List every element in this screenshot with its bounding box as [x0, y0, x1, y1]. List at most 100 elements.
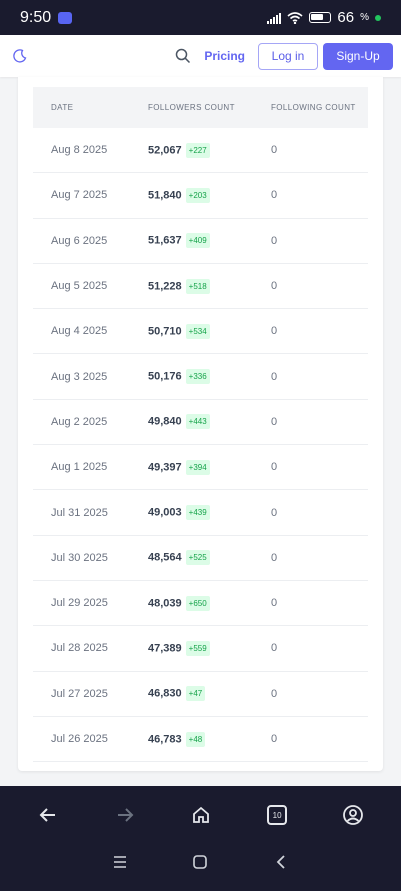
search-icon[interactable] [174, 47, 192, 65]
row-following: 0 [271, 506, 278, 519]
row-date: Jul 27 2025 [51, 687, 108, 700]
table-row: Jul 31 2025 49,003 +439 0 [33, 490, 368, 536]
pricing-link[interactable]: Pricing [204, 49, 245, 63]
row-following: 0 [271, 370, 278, 383]
row-followers: 49,840 +443 [148, 414, 271, 430]
followers-delta-badge: +409 [185, 233, 210, 249]
row-date: Aug 4 2025 [51, 325, 108, 338]
row-date: Aug 5 2025 [51, 280, 108, 293]
login-button[interactable]: Log in [258, 42, 318, 70]
table-row: Jul 29 2025 48,039 +650 0 [33, 581, 368, 627]
row-date: Jul 30 2025 [51, 551, 108, 564]
row-following: 0 [271, 687, 278, 700]
followers-delta-badge: +48 [185, 731, 206, 747]
followers-delta-badge: +518 [185, 278, 210, 294]
wifi-icon [287, 11, 303, 24]
row-following: 0 [271, 415, 278, 428]
table-row: Aug 5 2025 51,228 +518 0 [33, 264, 368, 310]
followers-count: 48,039 [148, 597, 182, 610]
back-nav-icon[interactable] [273, 854, 289, 875]
row-followers: 51,840 +203 [148, 187, 271, 203]
followers-count: 51,840 [148, 189, 182, 202]
row-following: 0 [271, 189, 278, 202]
followers-delta-badge: +203 [185, 187, 210, 203]
table-row: Aug 3 2025 50,176 +336 0 [33, 354, 368, 400]
followers-delta-badge: +336 [185, 369, 210, 385]
row-following: 0 [271, 325, 278, 338]
account-icon[interactable] [342, 804, 364, 826]
tabs-icon[interactable]: 10 [267, 805, 288, 825]
row-date: Aug 2 2025 [51, 415, 108, 428]
table-row: Aug 1 2025 49,397 +394 0 [33, 445, 368, 491]
table-row: Jul 27 2025 46,830 +47 0 [33, 672, 368, 717]
row-followers: 51,228 +518 [148, 278, 271, 294]
moon-icon[interactable] [12, 48, 28, 64]
followers-delta-badge: +443 [185, 414, 210, 430]
charging-dot [375, 14, 381, 21]
followers-delta-badge: +650 [185, 595, 210, 611]
battery-level: 66 [337, 9, 355, 26]
followers-count: 49,397 [148, 461, 182, 474]
row-followers: 48,039 +650 [148, 595, 271, 611]
nav-actions: Pricing Log in Sign-Up [174, 42, 393, 70]
row-following: 0 [271, 280, 278, 293]
recents-icon[interactable] [112, 854, 128, 875]
home-nav-icon[interactable] [192, 854, 208, 875]
table-row: Aug 2 2025 49,840 +443 0 [33, 400, 368, 446]
followers-count: 48,564 [148, 551, 182, 564]
followers-count: 46,830 [148, 687, 182, 700]
row-date: Jul 26 2025 [51, 733, 108, 745]
followers-count: 52,067 [148, 144, 182, 157]
discord-icon [58, 11, 73, 24]
followers-table: DATE FOLLOWERS COUNT FOLLOWING COUNT Aug… [33, 87, 368, 763]
followers-delta-badge: +227 [185, 142, 210, 158]
row-following: 0 [271, 234, 278, 247]
table-row: Aug 7 2025 51,840 +203 0 [33, 173, 368, 219]
followers-delta-badge: +47 [185, 686, 206, 702]
followers-count: 50,710 [148, 325, 182, 338]
followers-count: 51,228 [148, 279, 182, 292]
followers-count: 46,783 [148, 732, 182, 745]
browser-toolbar: 10 [0, 786, 401, 891]
back-icon[interactable] [37, 804, 59, 826]
followers-delta-badge: +534 [185, 323, 210, 339]
forward-icon[interactable] [114, 804, 136, 826]
signup-button[interactable]: Sign-Up [323, 42, 393, 70]
row-followers: 48,564 +525 [148, 550, 271, 566]
system-nav [0, 854, 401, 875]
header-followers: FOLLOWERS COUNT [148, 103, 235, 112]
status-bar: 9:50 66% [0, 0, 401, 35]
row-followers: 52,067 +227 [148, 142, 271, 158]
row-followers: 51,637 +409 [148, 233, 271, 249]
row-date: Jul 29 2025 [51, 597, 108, 610]
table-header: DATE FOLLOWERS COUNT FOLLOWING COUNT [33, 87, 368, 128]
followers-count: 47,389 [148, 642, 182, 655]
row-date: Aug 6 2025 [51, 234, 108, 247]
row-date: Aug 3 2025 [51, 370, 108, 383]
header-date: DATE [51, 103, 74, 112]
followers-delta-badge: +439 [185, 505, 210, 521]
row-following: 0 [271, 551, 278, 564]
row-following: 0 [271, 642, 278, 655]
followers-count: 51,637 [148, 234, 182, 247]
stats-card: DATE FOLLOWERS COUNT FOLLOWING COUNT Aug… [18, 77, 383, 771]
row-date: Jul 28 2025 [51, 642, 108, 655]
row-date: Jul 31 2025 [51, 506, 108, 519]
signal-icon [267, 12, 282, 24]
row-followers: 47,389 +559 [148, 640, 271, 656]
row-followers: 49,397 +394 [148, 459, 271, 475]
home-icon[interactable] [190, 804, 212, 826]
row-following: 0 [271, 461, 278, 474]
status-time: 9:50 [20, 8, 52, 26]
followers-delta-badge: +525 [185, 550, 210, 566]
table-body: Aug 8 2025 52,067 +227 0 Aug 7 2025 51,840 +20… [33, 128, 368, 763]
followers-count: 50,176 [148, 370, 182, 383]
followers-delta-badge: +559 [185, 640, 210, 656]
table-row: Jul 26 2025 46,783 +48 0 [33, 717, 368, 763]
row-following: 0 [271, 597, 278, 610]
row-followers: 46,830 +47 [148, 686, 271, 702]
battery-icon [309, 12, 332, 23]
table-row: Jul 28 2025 47,389 +559 0 [33, 626, 368, 672]
top-navbar: Pricing Log in Sign-Up [0, 35, 401, 77]
followers-count: 49,840 [148, 415, 182, 428]
